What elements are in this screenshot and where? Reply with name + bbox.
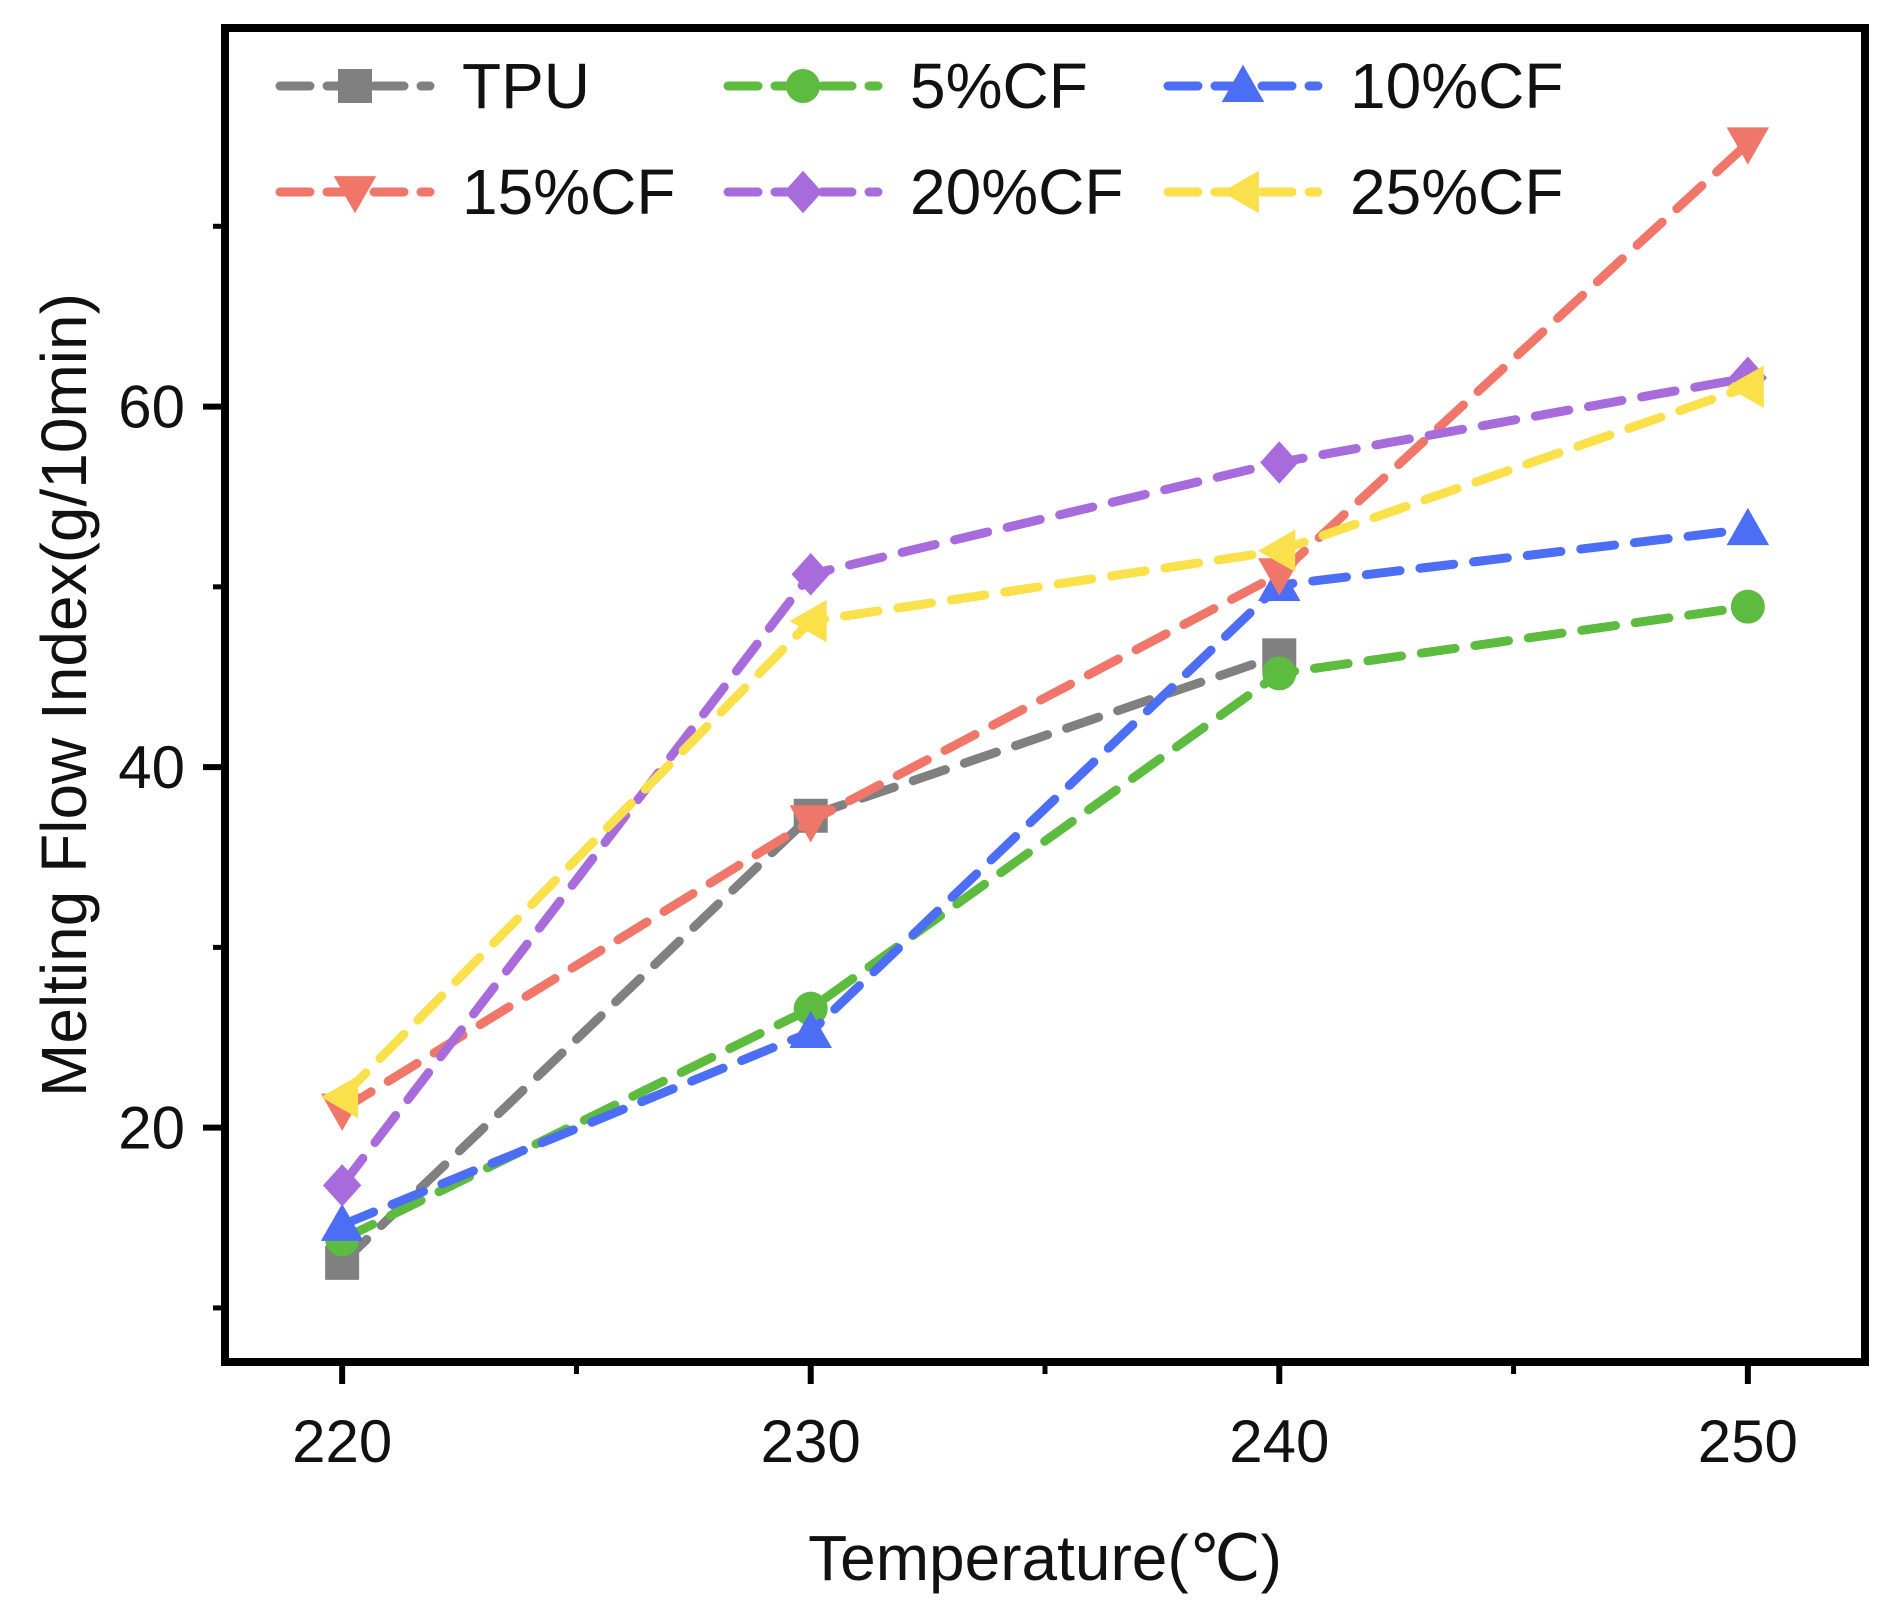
legend-label-15pct-cf: 15%CF — [462, 156, 675, 228]
data-point-25pct-cf — [320, 1075, 359, 1119]
legend-label-5pct-cf: 5%CF — [910, 50, 1088, 122]
axis-ticks: 220 230 240 250 20 40 60 — [118, 223, 1798, 1475]
data-point-20pct-cf — [1260, 441, 1299, 484]
y-tick-label: 20 — [118, 1095, 185, 1162]
series-line-20pct-cf — [337, 373, 1753, 1190]
data-point-15pct-cf — [789, 805, 832, 843]
x-tick-label: 220 — [292, 1408, 392, 1475]
series-line-5pct-cf — [337, 602, 1753, 1244]
legend-marker-20pct-cf — [783, 170, 823, 214]
x-axis-title: Temperature(℃) — [808, 1522, 1282, 1594]
series-layer — [320, 127, 1770, 1280]
series-line-25pct-cf — [337, 382, 1753, 1102]
data-point-20pct-cf — [323, 1164, 362, 1207]
data-point-5pct-cf — [1262, 656, 1297, 691]
data-point-25pct-cf — [789, 599, 827, 643]
series-line-15pct-cf — [337, 138, 1753, 1115]
data-point-5pct-cf — [1730, 589, 1765, 624]
legend-marker-15pct-cf — [333, 176, 377, 214]
data-point-20pct-cf — [791, 552, 830, 596]
series-line-10pct-cf — [337, 524, 1753, 1230]
data-point-10pct-cf — [1726, 507, 1770, 546]
y-axis-title: Melting Flow Index(g/10min) — [28, 293, 100, 1097]
y-tick-label: 40 — [118, 734, 185, 801]
data-point-5pct-cf — [793, 991, 828, 1026]
legend-label-25pct-cf: 25%CF — [1350, 156, 1563, 228]
x-tick-label: 230 — [761, 1408, 861, 1475]
data-point-25pct-cf — [1726, 365, 1764, 408]
data-point-25pct-cf — [1258, 529, 1296, 573]
x-tick-label: 240 — [1229, 1408, 1329, 1475]
y-tick-label: 60 — [118, 374, 185, 441]
legend-label-10pct-cf: 10%CF — [1350, 50, 1563, 122]
legend-marker-5pct-cf — [786, 69, 820, 103]
x-tick-label: 250 — [1698, 1408, 1798, 1475]
legend-marker-tpu — [338, 69, 372, 103]
data-point-15pct-cf — [1726, 127, 1770, 165]
data-point-10pct-cf — [789, 1010, 832, 1049]
legend-marker-10pct-cf — [1221, 64, 1265, 102]
legend-label-20pct-cf: 20%CF — [910, 156, 1123, 228]
legend-marker-25pct-cf — [1221, 170, 1259, 214]
legend-label-tpu: TPU — [462, 50, 590, 122]
data-point-10pct-cf — [320, 1203, 364, 1241]
legend: TPU 5%CF 10%CF 15%CF 20%CF 25%CF — [275, 50, 1563, 228]
